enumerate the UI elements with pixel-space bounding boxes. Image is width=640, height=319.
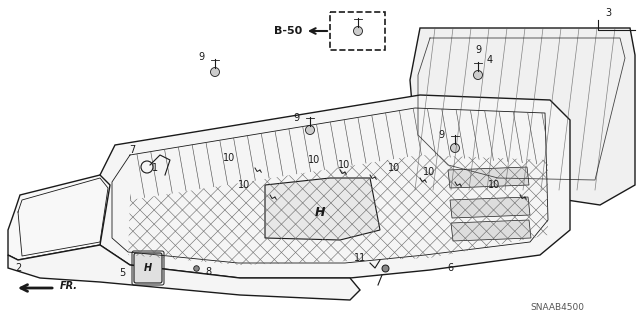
Polygon shape <box>451 220 531 241</box>
Circle shape <box>353 26 362 35</box>
Text: FR.: FR. <box>60 281 78 291</box>
Polygon shape <box>265 178 380 240</box>
Text: 2: 2 <box>15 263 21 273</box>
Text: 7: 7 <box>129 145 135 155</box>
Text: 9: 9 <box>293 113 299 123</box>
Polygon shape <box>450 197 530 218</box>
Text: 10: 10 <box>488 180 500 190</box>
Text: 10: 10 <box>388 163 400 173</box>
Circle shape <box>474 70 483 79</box>
Polygon shape <box>100 95 570 278</box>
Text: 10: 10 <box>223 153 235 163</box>
Text: 10: 10 <box>338 160 350 170</box>
Text: 3: 3 <box>605 8 611 18</box>
Polygon shape <box>410 28 635 205</box>
Text: 10: 10 <box>423 167 435 177</box>
Text: 10: 10 <box>308 155 320 165</box>
Circle shape <box>305 125 314 135</box>
Text: 8: 8 <box>205 267 211 277</box>
Polygon shape <box>8 175 110 260</box>
Text: B-50: B-50 <box>274 26 302 36</box>
Text: 9: 9 <box>438 130 444 140</box>
Text: 9: 9 <box>198 52 204 62</box>
Text: 1: 1 <box>152 163 158 173</box>
Circle shape <box>211 68 220 77</box>
Text: 11: 11 <box>354 253 366 263</box>
Text: 9: 9 <box>475 45 481 55</box>
Text: SNAAB4500: SNAAB4500 <box>530 303 584 313</box>
Polygon shape <box>448 167 529 188</box>
Circle shape <box>451 144 460 152</box>
Text: 6: 6 <box>447 263 453 273</box>
FancyBboxPatch shape <box>330 12 385 50</box>
FancyBboxPatch shape <box>134 253 162 283</box>
Text: H: H <box>315 205 325 219</box>
Polygon shape <box>8 245 360 300</box>
Text: H: H <box>144 263 152 273</box>
Text: 10: 10 <box>238 180 250 190</box>
Text: 5: 5 <box>119 268 125 278</box>
Text: 4: 4 <box>487 55 493 65</box>
